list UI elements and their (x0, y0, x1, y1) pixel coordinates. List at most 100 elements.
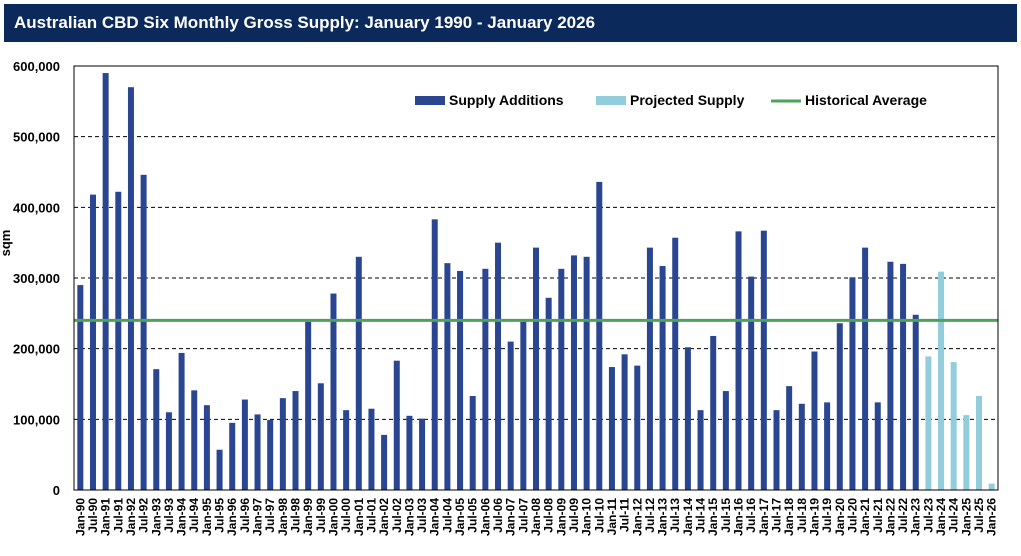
x-tick-label: Jul-19 (820, 498, 834, 533)
x-tick-label: Jan-10 (580, 498, 594, 536)
y-tick-label: 200,000 (13, 342, 60, 357)
bar-supply-additions (836, 323, 843, 490)
bar-supply-additions (634, 365, 641, 490)
x-tick-label: Jul-96 (238, 498, 252, 533)
bar-supply-additions (254, 414, 261, 490)
legend-item-historical-average: Historical Average (771, 92, 927, 108)
bars (77, 73, 995, 491)
x-tick-label: Jul-11 (618, 498, 632, 532)
bar-supply-additions (887, 261, 894, 490)
x-tick-label: Jan-02 (377, 498, 391, 536)
bar-projected-supply (963, 415, 970, 490)
x-tick-label: Jan-98 (276, 498, 290, 536)
x-tick-label: Jul-08 (542, 498, 556, 533)
bar-supply-additions (216, 449, 223, 490)
bar-supply-additions (203, 405, 210, 490)
x-tick-label: Jan-03 (402, 498, 416, 536)
bar-supply-additions (77, 285, 84, 490)
x-tick-label: Jan-05 (453, 498, 467, 536)
bar-supply-additions (773, 410, 780, 490)
x-tick-label: Jul-91 (111, 498, 125, 533)
bar-supply-additions (900, 263, 907, 490)
bar-supply-additions (849, 277, 856, 490)
x-tick-label: Jan-12 (630, 498, 644, 536)
bar-supply-additions (874, 402, 881, 490)
bar-supply-additions (760, 230, 767, 491)
x-tick-label: Jul-03 (415, 498, 429, 533)
x-tick-label: Jan-91 (99, 498, 113, 536)
bar-supply-additions (393, 360, 400, 490)
bar-supply-additions (343, 410, 350, 490)
bar-supply-additions (811, 351, 818, 490)
bar-supply-additions (229, 422, 236, 490)
bar-supply-additions (507, 341, 514, 490)
x-tick-label: Jul-90 (86, 498, 100, 533)
x-tick-label: Jul-00 (339, 498, 353, 533)
bar-supply-additions (330, 293, 337, 490)
legend-label-historical-average: Historical Average (805, 92, 927, 108)
bar-supply-additions (684, 347, 691, 490)
legend-item-projected-supply: Projected Supply (596, 92, 745, 108)
x-tick-label: Jul-94 (187, 498, 201, 533)
bar-supply-additions (621, 354, 628, 490)
bar-supply-additions (798, 403, 805, 490)
bar-supply-additions (786, 386, 793, 490)
bar-supply-additions (305, 321, 312, 490)
x-tick-label: Jan-24 (934, 498, 948, 536)
bar-supply-additions (279, 398, 286, 490)
bar-supply-additions (482, 268, 489, 490)
x-tick-label: Jan-04 (428, 498, 442, 536)
bar-supply-additions (722, 391, 729, 490)
x-axis-ticks: Jan-90Jul-90Jan-91Jul-91Jan-92Jul-92Jan-… (73, 498, 998, 536)
legend-swatch-supply-additions (415, 96, 445, 105)
x-tick-label: Jan-00 (326, 498, 340, 536)
x-tick-label: Jan-19 (807, 498, 821, 536)
x-tick-label: Jul-17 (769, 498, 783, 533)
x-tick-label: Jan-97 (251, 498, 265, 536)
bar-supply-additions (127, 87, 134, 490)
bar-supply-additions (355, 256, 362, 490)
bar-supply-additions (608, 367, 615, 490)
bar-supply-additions (520, 321, 527, 490)
x-tick-label: Jul-10 (592, 498, 606, 533)
bar-projected-supply (988, 483, 995, 490)
bar-supply-additions (748, 276, 755, 490)
y-tick-label: 600,000 (13, 59, 60, 74)
x-tick-label: Jan-06 (478, 498, 492, 536)
x-tick-label: Jul-93 (162, 498, 176, 533)
x-tick-label: Jan-15 (706, 498, 720, 536)
x-tick-label: Jan-25 (959, 498, 973, 536)
bar-projected-supply (976, 396, 983, 490)
bar-supply-additions (368, 408, 375, 490)
y-tick-label: 300,000 (13, 271, 60, 286)
bar-supply-additions (178, 352, 185, 490)
bar-supply-additions (419, 418, 426, 490)
bar-supply-additions (381, 434, 388, 490)
x-tick-label: Jul-22 (896, 498, 910, 533)
y-tick-label: 400,000 (13, 200, 60, 215)
bar-supply-additions (191, 390, 198, 490)
x-tick-label: Jan-99 (301, 498, 315, 536)
bar-supply-additions (457, 270, 464, 490)
x-tick-label: Jul-16 (744, 498, 758, 533)
bar-supply-additions (596, 181, 603, 491)
bar-supply-additions (317, 383, 324, 490)
chart-title: Australian CBD Six Monthly Gross Supply:… (4, 4, 1017, 42)
legend: Supply Additions Projected Supply Histor… (415, 92, 927, 108)
bar-supply-additions (165, 412, 172, 490)
x-tick-label: Jul-99 (314, 498, 328, 533)
x-tick-label: Jul-92 (137, 498, 151, 533)
x-tick-label: Jan-07 (504, 498, 518, 536)
x-tick-label: Jan-01 (352, 498, 366, 536)
x-tick-label: Jul-25 (972, 498, 986, 533)
x-tick-label: Jul-23 (921, 498, 935, 533)
x-tick-label: Jul-18 (795, 498, 809, 533)
x-tick-label: Jan-11 (605, 498, 619, 536)
y-axis-ticks: 0 100,000 200,000 300,000 400,000 500,000 600,… (13, 59, 60, 498)
legend-item-supply-additions: Supply Additions (415, 92, 564, 108)
bar-projected-supply (925, 356, 932, 490)
x-tick-label: Jan-92 (124, 498, 138, 536)
bar-supply-additions (115, 191, 122, 490)
bar-supply-additions (862, 247, 869, 490)
